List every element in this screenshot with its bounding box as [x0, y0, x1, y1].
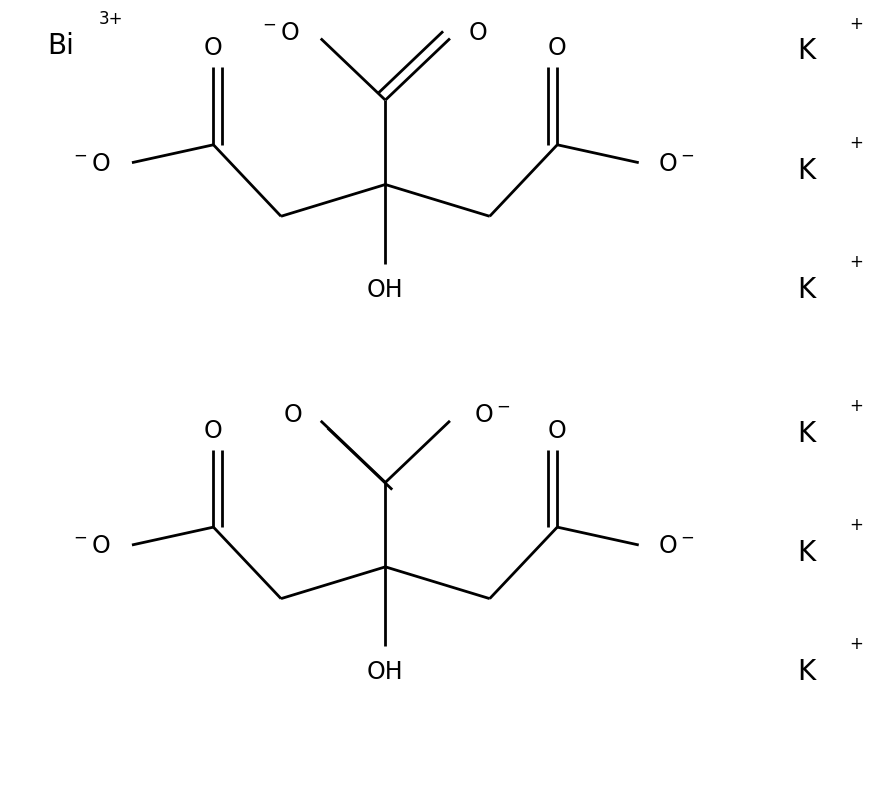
Text: K: K — [797, 38, 816, 65]
Text: O$^-$: O$^-$ — [659, 152, 695, 175]
Text: +: + — [849, 133, 863, 152]
Text: K: K — [797, 658, 816, 685]
Text: O: O — [284, 402, 303, 426]
Text: +: + — [849, 14, 863, 33]
Text: OH: OH — [367, 659, 404, 683]
Text: K: K — [797, 275, 816, 304]
Text: O$^-$: O$^-$ — [659, 533, 695, 557]
Text: +: + — [849, 516, 863, 533]
Text: OH: OH — [367, 277, 404, 301]
Text: Bi: Bi — [48, 32, 74, 60]
Text: K: K — [797, 419, 816, 447]
Text: 3+: 3+ — [99, 10, 123, 27]
Text: $^-$O: $^-$O — [70, 152, 110, 175]
Text: $^-$O: $^-$O — [70, 533, 110, 557]
Text: O: O — [468, 21, 487, 44]
Text: K: K — [797, 157, 816, 185]
Text: O$^-$: O$^-$ — [474, 402, 510, 426]
Text: +: + — [849, 253, 863, 271]
Text: O: O — [548, 418, 566, 442]
Text: O: O — [204, 36, 223, 60]
Text: O: O — [204, 418, 223, 442]
Text: $^-$O: $^-$O — [258, 21, 299, 44]
Text: +: + — [849, 397, 863, 414]
Text: K: K — [797, 538, 816, 566]
Text: O: O — [548, 36, 566, 60]
Text: +: + — [849, 634, 863, 653]
